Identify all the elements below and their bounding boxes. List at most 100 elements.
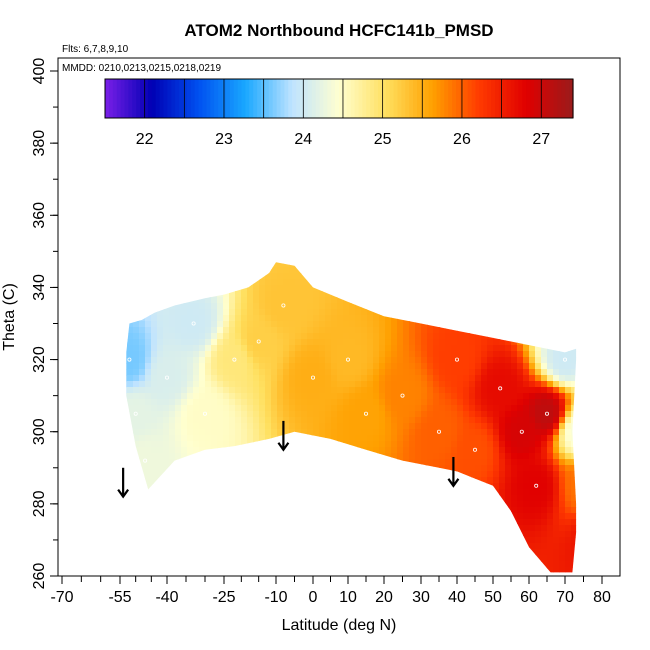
field-cell <box>571 531 577 538</box>
field-cell <box>175 405 182 412</box>
field-cell <box>547 561 554 568</box>
field-cell <box>295 501 302 508</box>
field-cell <box>451 561 458 568</box>
field-cell <box>577 285 584 292</box>
field-cell <box>421 543 428 550</box>
field-cell <box>217 417 224 424</box>
field-cell <box>271 555 278 562</box>
field-cell <box>481 262 488 268</box>
field-cell <box>505 471 512 478</box>
field-cell <box>433 399 440 406</box>
field-cell <box>205 447 212 454</box>
field-cell <box>439 543 446 550</box>
field-cell <box>265 579 272 586</box>
field-cell <box>319 429 326 436</box>
field-cell <box>205 531 212 538</box>
field-cell <box>571 363 577 370</box>
field-cell <box>589 531 596 538</box>
field-cell <box>199 495 206 502</box>
field-cell <box>259 555 266 562</box>
field-cell <box>481 465 488 472</box>
field-cell <box>235 363 242 370</box>
field-cell <box>343 405 350 412</box>
field-cell <box>367 321 374 328</box>
field-cell <box>337 321 344 328</box>
field-cell <box>217 549 224 556</box>
field-cell <box>463 513 470 520</box>
field-cell <box>433 465 440 472</box>
field-cell <box>451 543 458 550</box>
field-cell <box>457 309 464 316</box>
field-cell <box>175 303 182 310</box>
field-cell <box>157 501 164 508</box>
field-cell <box>415 262 422 268</box>
field-cell <box>247 459 254 466</box>
field-cell <box>385 339 392 346</box>
field-cell <box>445 495 452 502</box>
field-cell <box>271 345 278 352</box>
field-cell <box>205 507 212 514</box>
field-cell <box>313 339 320 346</box>
field-cell <box>475 459 482 466</box>
field-cell <box>199 387 206 394</box>
field-cell <box>523 441 530 448</box>
field-cell <box>307 279 314 286</box>
field-cell <box>151 291 158 298</box>
field-cell <box>595 357 602 364</box>
field-cell <box>217 297 224 304</box>
field-cell <box>481 333 488 340</box>
field-cell <box>421 375 428 382</box>
field-cell <box>451 525 458 532</box>
field-cell <box>271 447 278 454</box>
field-cell <box>373 369 380 376</box>
field-cell <box>607 531 614 538</box>
field-cell <box>319 363 326 370</box>
field-cell <box>493 441 500 448</box>
field-cell <box>181 279 188 286</box>
field-cell <box>253 489 260 496</box>
field-cell <box>385 327 392 334</box>
field-cell <box>301 255 308 262</box>
field-cell <box>139 399 146 406</box>
field-cell <box>319 567 326 573</box>
field-cell <box>397 387 404 394</box>
field-cell <box>535 453 542 460</box>
field-cell <box>349 315 356 322</box>
field-cell <box>511 447 518 454</box>
theta-latitude-field <box>126 255 614 586</box>
field-cell <box>241 315 248 322</box>
field-cell <box>397 519 404 526</box>
field-cell <box>499 255 506 262</box>
field-cell <box>565 279 572 286</box>
field-cell <box>595 399 602 406</box>
field-cell <box>337 519 344 526</box>
field-cell <box>403 393 410 400</box>
field-cell <box>595 417 602 424</box>
field-cell <box>607 423 614 430</box>
colorbar-segment <box>147 79 153 118</box>
field-cell <box>529 417 536 424</box>
field-cell <box>571 489 577 496</box>
field-cell <box>331 262 338 268</box>
field-cell <box>151 447 158 454</box>
field-cell <box>283 279 290 286</box>
field-cell <box>349 351 356 358</box>
field-cell <box>475 297 482 304</box>
field-cell <box>241 495 248 502</box>
field-cell <box>529 561 536 568</box>
field-cell <box>343 423 350 430</box>
field-cell <box>403 387 410 394</box>
field-cell <box>517 507 524 514</box>
field-cell <box>319 267 326 274</box>
field-cell <box>283 321 290 328</box>
colorbar-segment <box>151 79 157 118</box>
field-cell <box>577 423 584 430</box>
field-cell <box>187 501 194 508</box>
field-cell <box>361 537 368 544</box>
field-cell <box>133 279 140 286</box>
field-cell <box>385 273 392 280</box>
field-cell <box>187 495 194 502</box>
field-cell <box>331 483 338 490</box>
field-cell <box>475 339 482 346</box>
field-cell <box>565 405 572 412</box>
